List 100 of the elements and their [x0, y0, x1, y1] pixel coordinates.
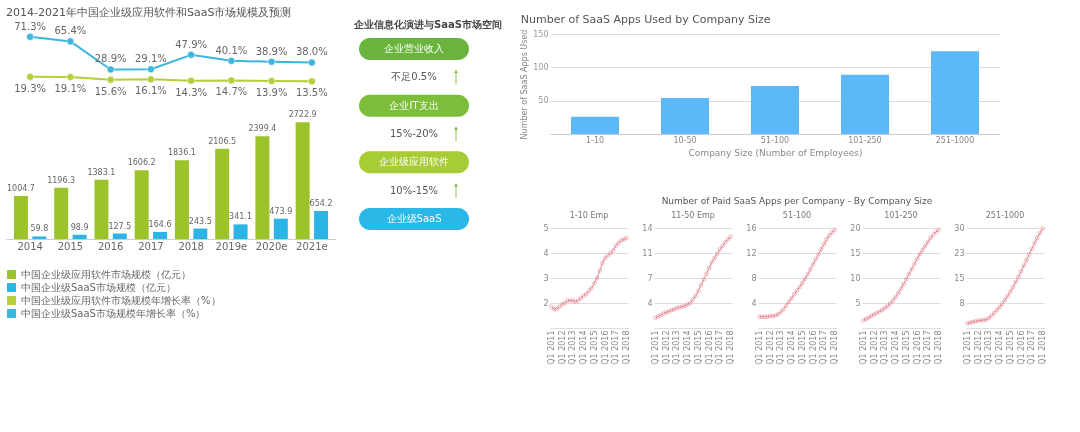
bar	[54, 187, 69, 239]
bar	[32, 236, 47, 239]
point	[1000, 301, 1005, 306]
text: 企业级SaaS	[386, 213, 442, 225]
point	[589, 285, 594, 291]
y-tick-label: 3	[543, 273, 549, 283]
y-tick-label: 12	[746, 248, 757, 258]
data-label: 2399.4	[248, 124, 277, 134]
chart-subtitle: 1-10 Emp	[569, 211, 609, 220]
bar	[233, 224, 248, 239]
bar	[13, 195, 28, 239]
point	[714, 251, 720, 256]
point	[554, 306, 559, 312]
x-tick-label: Q1 2016	[912, 330, 922, 365]
point	[706, 265, 712, 271]
bar	[841, 74, 889, 134]
point	[147, 65, 155, 74]
data-label: 1196.3	[47, 175, 76, 185]
text: 企业IT支出	[389, 99, 439, 111]
x-tick-label: Q1 2016	[704, 330, 714, 365]
bar	[193, 228, 208, 239]
point	[824, 236, 829, 242]
point	[925, 239, 931, 245]
text: 企业级应用软件	[379, 156, 449, 168]
chart-subtitle: 251-1000	[985, 211, 1025, 220]
data-label: 71.3%	[14, 20, 47, 32]
x-tick-label: Q1 2018	[726, 330, 736, 365]
x-tick-label: Q1 2012	[973, 330, 983, 365]
point	[912, 261, 917, 267]
y-tick-label: 15	[954, 273, 965, 283]
x-tick-label: 2020e	[255, 240, 288, 252]
x-tick-label: Q1 2013	[984, 330, 994, 365]
point	[1029, 246, 1035, 251]
point	[712, 255, 717, 261]
bar	[94, 179, 109, 239]
point	[690, 297, 696, 302]
bar	[661, 98, 709, 134]
point	[890, 298, 896, 303]
point	[66, 73, 75, 81]
x-tick-label: Q1 2017	[715, 330, 725, 365]
point	[994, 307, 1000, 313]
data-label: 38.0%	[295, 46, 328, 58]
x-tick-label: Q1 2017	[923, 330, 933, 365]
legend-label: 中国企业级SaaS市场规模（亿元）	[21, 281, 176, 293]
point	[693, 293, 698, 299]
y-tick-label: 10	[850, 273, 861, 283]
point	[808, 266, 813, 272]
point	[592, 280, 597, 286]
point	[882, 305, 888, 311]
data-label: 1836.1	[167, 148, 196, 158]
point	[658, 312, 663, 318]
x-tick-label: Q1 2016	[600, 330, 610, 365]
point	[909, 266, 915, 272]
point	[267, 57, 276, 66]
y-tick-label: 2	[543, 298, 549, 308]
x-tick-label: Q1 2018	[830, 330, 840, 365]
bar	[571, 116, 619, 134]
point	[717, 247, 723, 252]
y-tick-label: 30	[954, 223, 965, 233]
data-label: 19.3%	[14, 82, 47, 94]
point	[997, 304, 1002, 310]
y-tick-label: 8	[959, 298, 965, 308]
x-axis-title: Company Size (Number of Employees)	[688, 147, 863, 158]
point	[26, 73, 34, 81]
point	[696, 288, 701, 294]
point	[893, 294, 898, 300]
x-tick-label: 2021e	[296, 240, 328, 252]
legend-label: 中国企业级应用软件市场规模（亿元）	[21, 268, 191, 280]
x-tick-label: Q1 2016	[1016, 330, 1026, 365]
point	[1037, 230, 1043, 236]
y-tick-label: 150	[533, 29, 549, 39]
point	[1026, 252, 1032, 257]
y-tick-label: 23	[954, 248, 965, 258]
x-tick-label: Q1 2013	[568, 330, 578, 365]
point	[709, 260, 715, 265]
x-tick-label: Q1 2015	[901, 330, 911, 365]
x-tick-label: 51-100	[760, 135, 790, 145]
y-tick-label: 15	[850, 248, 861, 258]
point	[616, 240, 621, 246]
point	[1010, 284, 1016, 290]
y-tick-label: 8	[751, 273, 757, 283]
point	[1016, 274, 1021, 279]
legend-label: 中国企业级应用软件市场规模年增长率（%）	[21, 294, 221, 306]
data-label: 13.5%	[295, 87, 328, 99]
point	[783, 303, 789, 308]
chart-subtitle: 101-250	[884, 211, 918, 220]
text: 10%-15%	[389, 184, 439, 196]
point	[904, 276, 909, 282]
point	[917, 251, 923, 257]
x-tick-label: Q1 2011	[754, 330, 764, 365]
y-tick-label: 14	[642, 223, 653, 233]
point	[928, 235, 933, 241]
point	[187, 51, 195, 59]
point	[871, 312, 877, 317]
x-tick-label: Q1 2015	[1005, 330, 1015, 365]
x-tick-label: Q1 2011	[962, 330, 972, 365]
text: 企业营业收入	[384, 42, 444, 54]
point	[567, 298, 573, 303]
point	[901, 281, 906, 287]
x-tick-label: Q1 2014	[891, 330, 901, 365]
